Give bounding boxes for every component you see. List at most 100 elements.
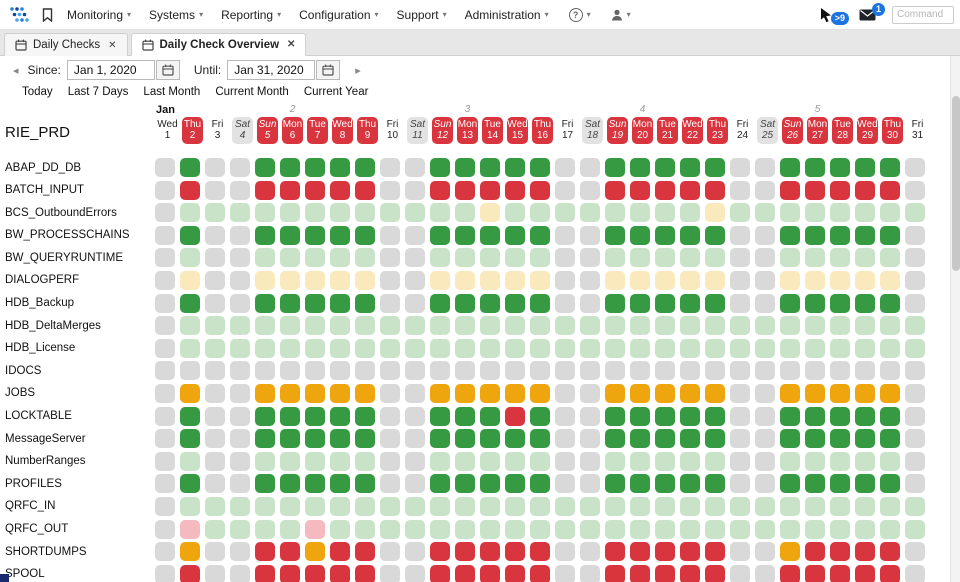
- status-cell[interactable]: [605, 429, 625, 449]
- row-label[interactable]: SPOOL: [5, 568, 45, 581]
- status-cell[interactable]: [880, 496, 900, 516]
- status-cell[interactable]: [505, 225, 525, 245]
- row-label[interactable]: HDB_Backup: [5, 297, 75, 310]
- status-cell[interactable]: [480, 338, 500, 358]
- quick-link-last-7-days[interactable]: Last 7 Days: [67, 86, 129, 98]
- status-cell[interactable]: [305, 519, 325, 539]
- status-cell[interactable]: [730, 519, 750, 539]
- day-header-box[interactable]: Fri 17: [561, 119, 574, 141]
- status-cell[interactable]: [255, 158, 275, 177]
- status-cell[interactable]: [680, 474, 700, 494]
- status-cell[interactable]: [780, 203, 800, 223]
- status-cell[interactable]: [555, 338, 575, 358]
- status-cell[interactable]: [280, 316, 300, 336]
- status-cell[interactable]: [855, 180, 875, 200]
- status-cell[interactable]: [505, 338, 525, 358]
- day-header-box[interactable]: Tue 21: [657, 117, 678, 144]
- status-cell[interactable]: [705, 406, 725, 426]
- status-cell[interactable]: [630, 474, 650, 494]
- status-cell[interactable]: [280, 451, 300, 471]
- status-cell[interactable]: [330, 383, 350, 403]
- status-cell[interactable]: [480, 474, 500, 494]
- status-cell[interactable]: [480, 293, 500, 313]
- status-cell[interactable]: [405, 496, 425, 516]
- status-cell[interactable]: [830, 406, 850, 426]
- status-cell[interactable]: [880, 158, 900, 177]
- status-cell[interactable]: [505, 406, 525, 426]
- day-header-box[interactable]: Sat 11: [407, 117, 428, 144]
- status-cell[interactable]: [505, 383, 525, 403]
- row-label[interactable]: BATCH_INPUT: [5, 184, 85, 197]
- day-header-box[interactable]: Tue 14: [482, 117, 503, 144]
- status-cell[interactable]: [430, 474, 450, 494]
- status-cell[interactable]: [430, 180, 450, 200]
- status-cell[interactable]: [355, 474, 375, 494]
- status-cell[interactable]: [680, 248, 700, 268]
- status-cell[interactable]: [355, 158, 375, 177]
- status-cell[interactable]: [630, 248, 650, 268]
- status-cell[interactable]: [855, 225, 875, 245]
- status-cell[interactable]: [605, 451, 625, 471]
- status-cell[interactable]: [780, 451, 800, 471]
- status-cell[interactable]: [655, 225, 675, 245]
- status-cell[interactable]: [905, 338, 925, 358]
- row-label[interactable]: SHORTDUMPS: [5, 545, 87, 558]
- day-header-box[interactable]: Wed 1: [157, 119, 178, 141]
- status-cell[interactable]: [480, 406, 500, 426]
- status-cell[interactable]: [780, 519, 800, 539]
- status-cell[interactable]: [305, 248, 325, 268]
- status-cell[interactable]: [805, 383, 825, 403]
- status-cell[interactable]: [530, 429, 550, 449]
- status-cell[interactable]: [655, 496, 675, 516]
- status-cell[interactable]: [880, 248, 900, 268]
- status-cell[interactable]: [180, 293, 200, 313]
- day-header-box[interactable]: Fri 24: [736, 119, 749, 141]
- status-cell[interactable]: [480, 496, 500, 516]
- status-cell[interactable]: [680, 429, 700, 449]
- previous-period-button[interactable]: ◂: [13, 64, 19, 77]
- status-cell[interactable]: [305, 383, 325, 403]
- status-cell[interactable]: [655, 338, 675, 358]
- status-cell[interactable]: [430, 542, 450, 562]
- status-cell[interactable]: [855, 270, 875, 290]
- status-cell[interactable]: [280, 496, 300, 516]
- status-cell[interactable]: [480, 451, 500, 471]
- status-cell[interactable]: [805, 180, 825, 200]
- status-cell[interactable]: [305, 451, 325, 471]
- status-cell[interactable]: [605, 158, 625, 177]
- status-cell[interactable]: [355, 429, 375, 449]
- status-cell[interactable]: [530, 474, 550, 494]
- status-cell[interactable]: [830, 451, 850, 471]
- status-cell[interactable]: [705, 564, 725, 582]
- day-header-box[interactable]: Sat 4: [232, 117, 253, 144]
- user-menu[interactable]: ▾: [611, 9, 631, 21]
- status-cell[interactable]: [530, 225, 550, 245]
- status-cell[interactable]: [455, 451, 475, 471]
- status-cell[interactable]: [780, 429, 800, 449]
- status-cell[interactable]: [405, 338, 425, 358]
- day-header-box[interactable]: Wed 22: [682, 117, 703, 144]
- status-cell[interactable]: [430, 316, 450, 336]
- status-cell[interactable]: [630, 519, 650, 539]
- status-cell[interactable]: [280, 542, 300, 562]
- menu-systems[interactable]: Systems ▾: [149, 8, 203, 22]
- row-label[interactable]: HDB_License: [5, 342, 76, 355]
- status-cell[interactable]: [680, 338, 700, 358]
- status-cell[interactable]: [705, 293, 725, 313]
- status-cell[interactable]: [355, 542, 375, 562]
- status-cell[interactable]: [330, 248, 350, 268]
- status-cell[interactable]: [680, 542, 700, 562]
- status-cell[interactable]: [305, 293, 325, 313]
- status-cell[interactable]: [230, 338, 250, 358]
- status-cell[interactable]: [330, 225, 350, 245]
- status-cell[interactable]: [655, 383, 675, 403]
- status-cell[interactable]: [680, 383, 700, 403]
- scrollbar-thumb[interactable]: [952, 96, 960, 271]
- status-cell[interactable]: [430, 519, 450, 539]
- day-header-box[interactable]: Mon 27: [807, 117, 828, 144]
- row-label[interactable]: PROFILES: [5, 477, 62, 490]
- status-cell[interactable]: [330, 158, 350, 177]
- status-cell[interactable]: [780, 158, 800, 177]
- quick-link-last-month[interactable]: Last Month: [143, 86, 201, 98]
- status-cell[interactable]: [830, 564, 850, 582]
